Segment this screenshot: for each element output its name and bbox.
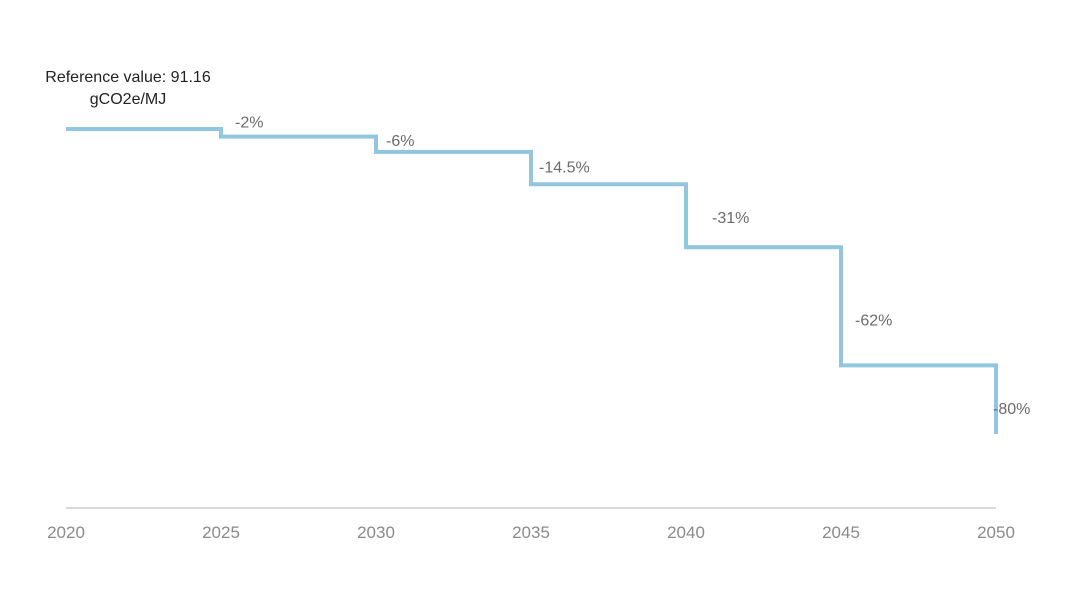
x-tick-label-2025: 2025 [202,523,240,542]
step-label-2035: -14.5% [539,159,590,176]
step-label-2030: -6% [386,133,414,150]
x-tick-label-2040: 2040 [667,523,705,542]
x-tick-label-2020: 2020 [47,523,85,542]
step-label-2045: -62% [855,312,892,329]
x-tick-label-2030: 2030 [357,523,395,542]
step-label-2050: -80% [993,401,1030,418]
x-tick-label-2050: 2050 [977,523,1015,542]
step-label-2040: -31% [712,210,749,227]
step-series-line [66,127,998,434]
x-axis-ticks: 2020 2025 2030 2035 2040 2045 2050 [47,523,1015,542]
reference-unit-label: gCO2e/MJ [90,91,166,108]
x-tick-label-2035: 2035 [512,523,550,542]
step-labels: -2% -6% -14.5% -31% -62% -80% [235,115,1030,418]
x-tick-label-2045: 2045 [822,523,860,542]
step-label-2025: -2% [235,115,263,132]
reference-value-label: Reference value: 91.16 [45,69,211,86]
reference-annotation: Reference value: 91.16 gCO2e/MJ [45,69,211,108]
